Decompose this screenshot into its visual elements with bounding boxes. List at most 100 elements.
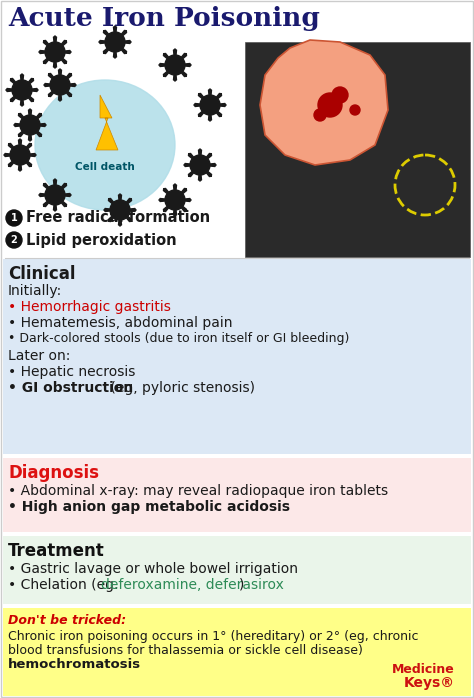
Polygon shape [44, 40, 55, 52]
Text: Keys®: Keys® [404, 676, 455, 690]
Polygon shape [199, 149, 201, 165]
Circle shape [165, 55, 185, 75]
Polygon shape [118, 210, 121, 226]
Polygon shape [113, 26, 117, 42]
Polygon shape [22, 78, 34, 90]
Polygon shape [28, 125, 31, 141]
Polygon shape [20, 155, 31, 167]
Polygon shape [96, 95, 118, 150]
Polygon shape [199, 105, 210, 117]
Ellipse shape [35, 80, 175, 210]
Text: hemochromatosis: hemochromatosis [8, 658, 141, 671]
Polygon shape [175, 188, 186, 200]
Polygon shape [18, 139, 21, 155]
Polygon shape [209, 89, 211, 105]
Polygon shape [22, 90, 34, 101]
Polygon shape [175, 200, 186, 211]
Text: • Chelation (eg.: • Chelation (eg. [8, 578, 123, 592]
Circle shape [105, 32, 125, 52]
Polygon shape [200, 165, 211, 177]
Polygon shape [20, 90, 24, 106]
Polygon shape [55, 50, 71, 54]
Polygon shape [189, 165, 200, 177]
Text: ): ) [239, 578, 245, 592]
Circle shape [45, 42, 65, 62]
Circle shape [350, 105, 360, 115]
Polygon shape [55, 40, 66, 52]
Polygon shape [173, 49, 176, 65]
Polygon shape [103, 31, 115, 42]
FancyBboxPatch shape [245, 42, 470, 257]
Polygon shape [210, 94, 221, 105]
Polygon shape [159, 64, 175, 66]
Polygon shape [120, 198, 131, 210]
Text: Lipid peroxidation: Lipid peroxidation [26, 232, 177, 248]
Text: • Abdominal x-ray: may reveal radiopaque iron tablets: • Abdominal x-ray: may reveal radiopaque… [8, 484, 388, 498]
Polygon shape [113, 42, 117, 58]
Polygon shape [20, 144, 31, 155]
Polygon shape [120, 209, 136, 211]
Polygon shape [44, 52, 55, 64]
FancyBboxPatch shape [3, 608, 471, 696]
Polygon shape [260, 40, 388, 165]
Polygon shape [6, 89, 22, 91]
Text: 2: 2 [10, 235, 18, 245]
Polygon shape [210, 105, 221, 117]
Polygon shape [210, 103, 226, 107]
Text: Chronic iron poisoning occurs in 1° (hereditary) or 2° (eg, chronic: Chronic iron poisoning occurs in 1° (her… [8, 630, 419, 643]
Circle shape [165, 190, 185, 210]
Polygon shape [103, 42, 115, 54]
Text: (eg, pyloric stenosis): (eg, pyloric stenosis) [106, 381, 255, 395]
Polygon shape [55, 184, 66, 195]
Text: Acute Iron Poisoning: Acute Iron Poisoning [8, 6, 320, 31]
Polygon shape [48, 85, 60, 96]
Polygon shape [60, 84, 76, 87]
Polygon shape [99, 40, 115, 43]
Polygon shape [54, 52, 56, 68]
Polygon shape [164, 65, 175, 77]
Polygon shape [30, 125, 42, 137]
Polygon shape [184, 163, 200, 167]
Polygon shape [10, 78, 22, 90]
Polygon shape [28, 109, 31, 125]
Text: Treatment: Treatment [8, 542, 105, 560]
Circle shape [190, 155, 210, 175]
Text: blood transfusions for thalassemia or sickle cell disease): blood transfusions for thalassemia or si… [8, 644, 363, 657]
FancyBboxPatch shape [3, 259, 471, 454]
Polygon shape [9, 155, 20, 167]
Polygon shape [44, 195, 55, 207]
Polygon shape [39, 50, 55, 54]
Circle shape [45, 185, 65, 205]
Polygon shape [173, 200, 176, 216]
Polygon shape [115, 40, 131, 43]
Polygon shape [173, 65, 176, 81]
Polygon shape [48, 73, 60, 85]
Text: • Hemorrhagic gastritis: • Hemorrhagic gastritis [8, 300, 171, 314]
Text: • Dark-colored stools (due to iron itself or GI bleeding): • Dark-colored stools (due to iron itsel… [8, 332, 349, 345]
Polygon shape [22, 89, 38, 91]
FancyBboxPatch shape [3, 458, 471, 532]
Text: Initially:: Initially: [8, 284, 62, 298]
Polygon shape [199, 94, 210, 105]
Polygon shape [20, 74, 24, 90]
Polygon shape [44, 184, 55, 195]
Text: Free radical formation: Free radical formation [26, 211, 210, 225]
Polygon shape [199, 165, 201, 181]
Circle shape [314, 109, 326, 121]
Text: • Hematemesis, abdominal pain: • Hematemesis, abdominal pain [8, 316, 233, 330]
Text: Don't be tricked:: Don't be tricked: [8, 614, 126, 627]
Circle shape [20, 115, 40, 135]
Polygon shape [118, 194, 121, 210]
Polygon shape [9, 144, 20, 155]
Text: • GI obstruction: • GI obstruction [8, 381, 133, 395]
Polygon shape [44, 84, 60, 87]
Polygon shape [175, 65, 186, 77]
Polygon shape [30, 124, 46, 126]
Polygon shape [39, 193, 55, 196]
Polygon shape [54, 179, 56, 195]
Polygon shape [18, 114, 30, 125]
Polygon shape [4, 154, 20, 156]
FancyBboxPatch shape [3, 536, 471, 604]
Text: • High anion gap metabolic acidosis: • High anion gap metabolic acidosis [8, 500, 290, 514]
Polygon shape [55, 52, 66, 64]
